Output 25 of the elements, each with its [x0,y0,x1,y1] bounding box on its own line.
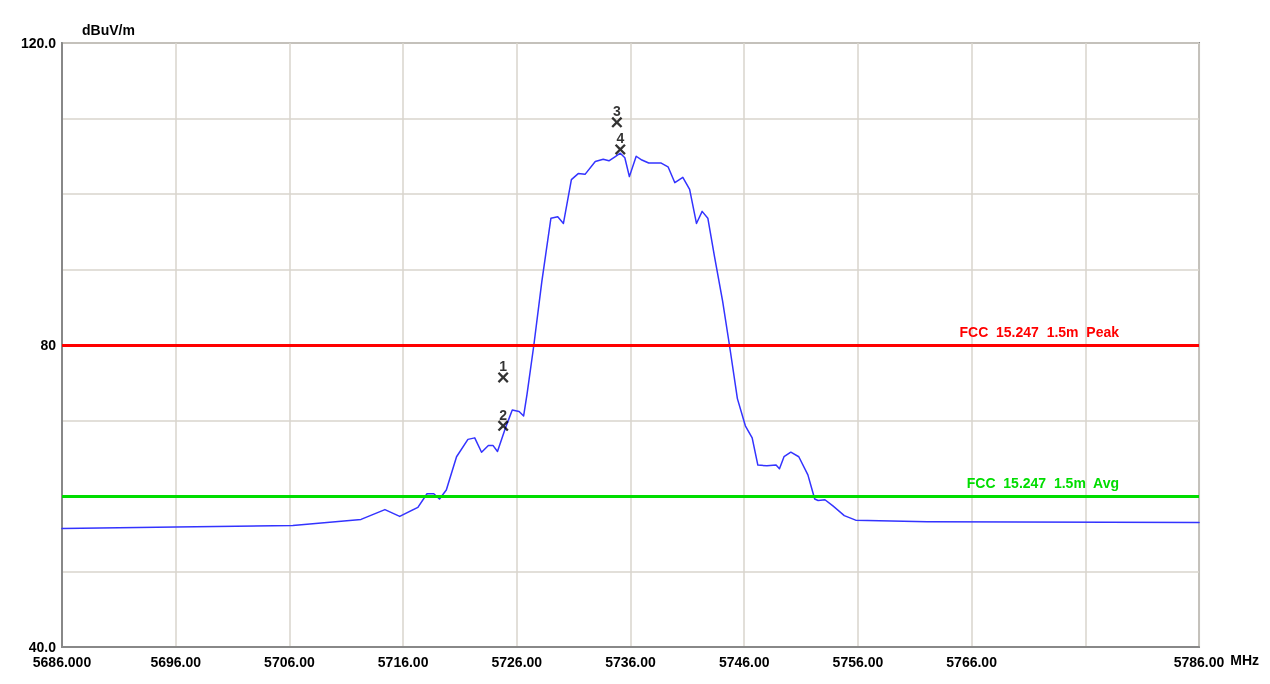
x-tick-label: 5756.00 [832,654,884,670]
x-tick-label: 5726.00 [491,654,543,670]
x-tick-label: 5766.00 [946,654,998,670]
point [614,143,626,155]
ref-line-label: FCC 15.247 1.5m Avg [966,475,1120,491]
x-tick-label: 5706.00 [264,654,315,670]
y-tick-label: 80 [40,337,57,353]
x-tick-label: 5686.000 [32,654,92,670]
x-tick-label: 5746.00 [718,654,770,670]
point [497,420,509,432]
x-tick-label: 5716.00 [377,654,429,670]
x-tick-label: 5786.00 [1173,654,1225,670]
x-tick-label: 5736.00 [605,654,657,670]
x-axis-title: MHz [1230,652,1260,668]
annotation: 1 [499,358,508,375]
annotation: 2 [499,406,508,423]
y-tick-label: 120.0 [20,35,57,51]
annotation: 4 [616,130,625,147]
annotation: 3 [612,103,621,120]
ref-line-label: FCC 15.247 1.5m Peak [959,324,1120,340]
y-axis-title: dBuV/m [82,22,135,38]
point [611,116,623,128]
y-tick-label: 40.0 [28,639,57,655]
point [497,371,509,383]
x-tick-label: 5696.00 [150,654,202,670]
